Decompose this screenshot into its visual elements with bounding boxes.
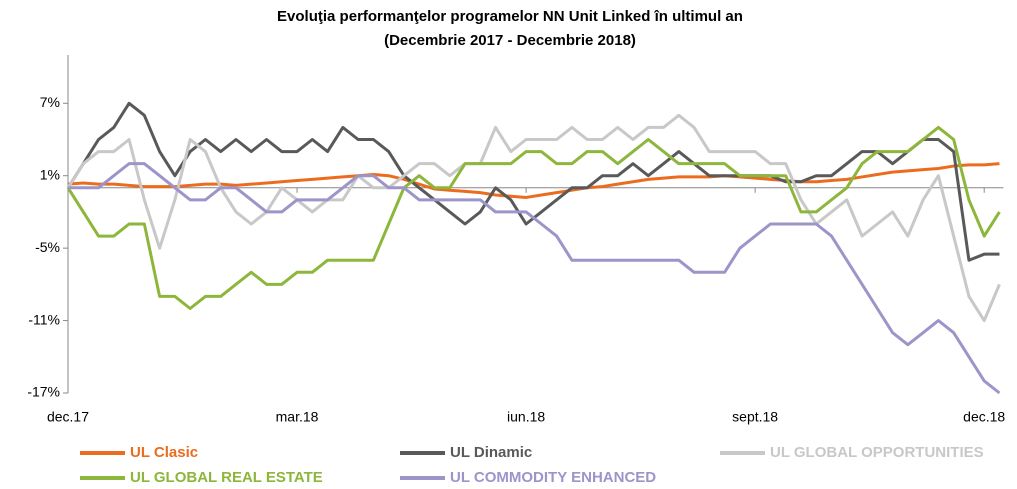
x-tick-label: sept.18 [732,409,778,425]
legend-label: UL Dinamic [450,444,532,461]
legend-label: UL GLOBAL REAL ESTATE [130,469,323,486]
x-tick-label: mar.18 [276,409,319,425]
series-line [66,101,1000,262]
legend-label: UL GLOBAL OPPORTUNITIES [770,444,984,461]
series-line [68,162,1001,395]
y-tick-label: -17% [27,384,60,400]
chart-subtitle: (Decembrie 2017 - Decembrie 2018) [384,32,636,49]
series-line [66,113,1001,323]
series-line [67,162,1000,199]
legend-label: UL Clasic [130,444,198,461]
y-tick-label: -11% [28,311,60,327]
x-tick-label: dec.18 [963,409,1005,425]
x-tick-label: iun.18 [507,409,545,425]
y-tick-label: 1% [40,166,60,182]
legend-label: UL COMMODITY ENHANCED [450,469,656,486]
y-tick-label: -5% [35,239,60,255]
series-line [66,125,1001,310]
chart-title: Evoluţia performanţelor programelor NN U… [277,8,743,25]
y-tick-label: 7% [40,94,60,110]
x-tick-label: dec.17 [47,409,89,425]
